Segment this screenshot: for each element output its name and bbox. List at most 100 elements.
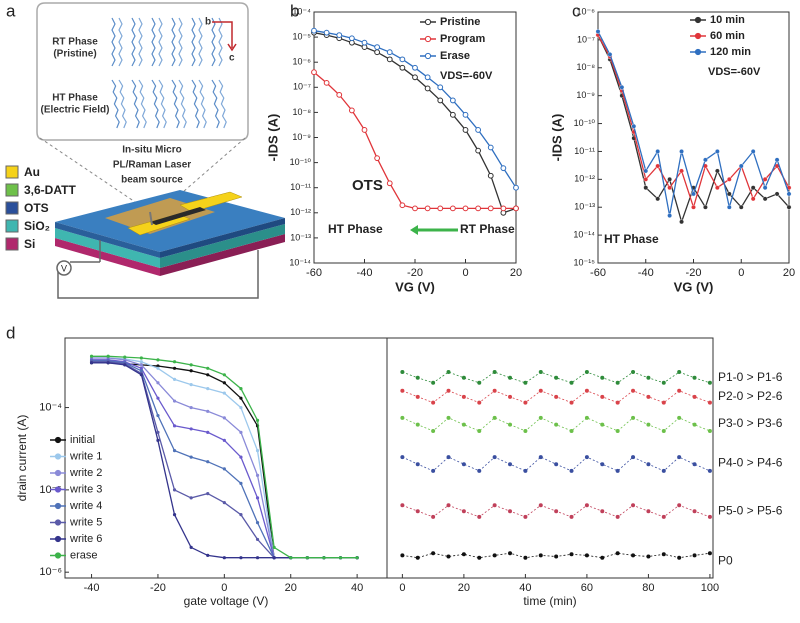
y-tick-label: 10⁻⁷: [577, 34, 595, 44]
data-point: [500, 165, 507, 172]
data-point: [475, 127, 482, 133]
data-point: [461, 462, 466, 467]
layer-swatch: [5, 165, 19, 179]
data-point: [508, 422, 513, 427]
data-point: [172, 449, 177, 453]
data-point: [475, 147, 482, 154]
data-point: [600, 462, 605, 467]
data-point: [661, 380, 666, 385]
y-tick-label: 10⁻⁹: [576, 90, 595, 100]
y-tick-label: 10⁻¹¹: [574, 146, 595, 156]
x-axis-label: gate voltage (V): [184, 594, 269, 608]
data-point: [477, 514, 482, 519]
data-point: [461, 394, 466, 399]
data-point: [400, 503, 405, 508]
data-point: [431, 380, 436, 385]
data-point: [691, 191, 696, 197]
layer-swatch: [5, 219, 19, 233]
x-tick-label: 0: [399, 582, 405, 594]
y-axis-label: drain current (A): [15, 415, 29, 502]
data-point: [584, 503, 589, 508]
data-point: [386, 180, 393, 187]
y-tick-label: 10⁻⁵: [293, 31, 312, 41]
data-point: [239, 396, 243, 400]
annotation: VDS=-60V: [708, 66, 761, 78]
data-point: [508, 394, 513, 399]
data-point: [206, 460, 210, 464]
data-point: [206, 492, 210, 496]
data-point: [412, 205, 418, 212]
data-point: [677, 503, 682, 508]
data-point: [412, 74, 418, 81]
data-point: [305, 556, 309, 560]
molecule: [218, 17, 223, 67]
data-point: [239, 481, 243, 485]
data-point: [338, 556, 343, 560]
panel-label: b: [290, 1, 299, 20]
data-point: [386, 49, 393, 56]
au-electrode: [179, 191, 243, 213]
data-point: [584, 415, 589, 420]
x-axis-label: time (min): [523, 594, 576, 608]
data-point: [139, 363, 143, 367]
data-point: [239, 513, 243, 517]
legend-label: write 5: [69, 516, 102, 528]
data-point: [508, 375, 513, 380]
data-point: [667, 213, 673, 219]
data-point: [738, 204, 744, 210]
x-tick-label: 20: [510, 267, 522, 279]
data-point: [631, 553, 636, 558]
data-point: [431, 468, 436, 473]
inset-frame: [36, 2, 249, 141]
legend-marker: [54, 519, 62, 526]
legend-marker: [54, 453, 62, 460]
laser-label: In-situ Micro: [122, 145, 181, 156]
plot-frame: [386, 337, 714, 579]
data-point: [123, 355, 127, 359]
legend-label: write 2: [69, 467, 102, 479]
legend-marker: [694, 32, 702, 40]
y-tick-label: 10⁻⁷: [293, 82, 311, 92]
data-point: [311, 69, 317, 76]
legend-label: Program: [440, 33, 485, 45]
data-point: [255, 449, 260, 453]
data-point: [661, 468, 666, 473]
y-tick-label: 10⁻⁴: [39, 401, 62, 413]
data-point: [714, 185, 720, 191]
data-point: [400, 370, 405, 375]
data-point: [569, 468, 574, 473]
y-tick-label: 10⁻¹⁴: [573, 229, 595, 239]
data-point: [492, 370, 497, 375]
data-point: [707, 428, 712, 433]
molecule: [118, 17, 123, 67]
annotation: OTS: [352, 177, 383, 194]
data-point: [322, 556, 326, 560]
data-point: [462, 127, 469, 133]
data-point: [786, 191, 792, 197]
molecule: [171, 79, 180, 129]
layer-label: OTS: [24, 201, 49, 215]
data-point: [661, 428, 666, 433]
x-tick-label: -20: [150, 582, 166, 594]
y-tick-label: 10⁻¹²: [574, 174, 595, 184]
axis-arrow: [227, 43, 237, 52]
laser-label: beam source: [121, 175, 183, 186]
data-point: [172, 399, 177, 403]
molecule: [218, 79, 227, 129]
phase-label: RT Phase: [52, 37, 98, 48]
data-point: [643, 176, 649, 182]
data-point: [415, 555, 420, 560]
data-point: [189, 427, 193, 431]
legend-label: 10 min: [710, 14, 745, 26]
data-point: [692, 462, 697, 467]
data-point: [222, 556, 226, 560]
data-point: [239, 556, 243, 560]
data-point: [569, 428, 574, 433]
data-point: [677, 415, 682, 420]
x-tick-label: 40: [351, 582, 363, 594]
data-point: [615, 380, 620, 385]
data-point: [106, 361, 110, 365]
data-point: [431, 400, 436, 405]
data-point: [523, 468, 528, 473]
